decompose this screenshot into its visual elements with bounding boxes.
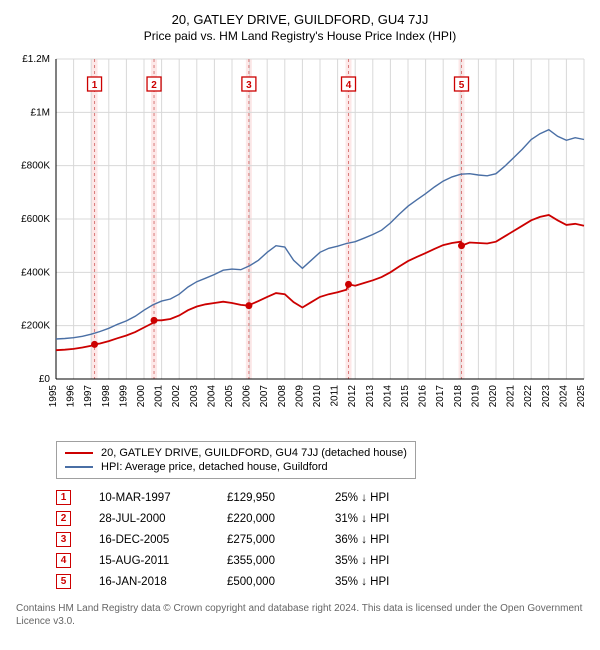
svg-text:2002: 2002: [171, 385, 182, 408]
transaction-table: 1 10-MAR-1997 £129,950 25% ↓ HPI 2 28-JUL-200…: [56, 487, 584, 592]
svg-text:2008: 2008: [277, 385, 288, 408]
legend-label-property: 20, GATLEY DRIVE, GUILDFORD, GU4 7JJ (de…: [101, 447, 407, 459]
svg-text:2013: 2013: [365, 385, 376, 408]
chart-subtitle: Price paid vs. HM Land Registry's House …: [8, 29, 592, 43]
transaction-date: 16-DEC-2005: [99, 534, 199, 546]
svg-text:2006: 2006: [242, 385, 253, 408]
svg-text:3: 3: [246, 80, 252, 91]
legend: 20, GATLEY DRIVE, GUILDFORD, GU4 7JJ (de…: [56, 441, 416, 479]
svg-text:£1M: £1M: [31, 107, 50, 118]
svg-text:2010: 2010: [312, 385, 323, 408]
svg-text:2024: 2024: [558, 385, 569, 408]
svg-text:2022: 2022: [523, 385, 534, 408]
transaction-date: 10-MAR-1997: [99, 492, 199, 504]
svg-text:£800K: £800K: [21, 161, 50, 172]
transaction-marker: 2: [56, 511, 71, 526]
svg-text:2020: 2020: [488, 385, 499, 408]
svg-text:1997: 1997: [83, 385, 94, 408]
svg-text:£200K: £200K: [21, 321, 50, 332]
svg-text:2015: 2015: [400, 385, 411, 408]
svg-text:2005: 2005: [224, 385, 235, 408]
svg-text:4: 4: [346, 80, 352, 91]
svg-text:2007: 2007: [259, 385, 270, 408]
transaction-diff: 31% ↓ HPI: [335, 513, 415, 525]
transaction-row: 3 16-DEC-2005 £275,000 36% ↓ HPI: [56, 529, 584, 550]
transaction-date: 15-AUG-2011: [99, 555, 199, 567]
price-chart: £0 £200K £400K £600K £800K £1M £1.2M 1995 1996 19…: [8, 51, 592, 431]
transaction-price: £275,000: [227, 534, 307, 546]
legend-label-hpi: HPI: Average price, detached house, Guil…: [101, 461, 328, 473]
svg-text:2019: 2019: [470, 385, 481, 408]
svg-text:2025: 2025: [576, 385, 587, 408]
svg-text:2023: 2023: [541, 385, 552, 408]
legend-swatch-hpi: [65, 466, 93, 468]
svg-text:2001: 2001: [154, 385, 165, 408]
svg-text:2003: 2003: [189, 385, 200, 408]
svg-text:2012: 2012: [347, 385, 358, 408]
svg-text:2: 2: [151, 80, 157, 91]
transaction-price: £355,000: [227, 555, 307, 567]
transaction-price: £129,950: [227, 492, 307, 504]
transaction-marker: 1: [56, 490, 71, 505]
transaction-date: 16-JAN-2018: [99, 576, 199, 588]
legend-item-hpi: HPI: Average price, detached house, Guil…: [65, 460, 407, 474]
legend-item-property: 20, GATLEY DRIVE, GUILDFORD, GU4 7JJ (de…: [65, 446, 407, 460]
svg-text:2017: 2017: [435, 385, 446, 408]
transaction-diff: 25% ↓ HPI: [335, 492, 415, 504]
transaction-row: 2 28-JUL-2000 £220,000 31% ↓ HPI: [56, 508, 584, 529]
svg-text:1999: 1999: [118, 385, 129, 408]
transaction-row: 1 10-MAR-1997 £129,950 25% ↓ HPI: [56, 487, 584, 508]
chart-title: 20, GATLEY DRIVE, GUILDFORD, GU4 7JJ: [8, 12, 592, 27]
transaction-marker: 5: [56, 574, 71, 589]
legend-swatch-property: [65, 452, 93, 454]
svg-text:2018: 2018: [453, 385, 464, 408]
svg-text:1995: 1995: [48, 385, 59, 408]
svg-text:£1.2M: £1.2M: [22, 54, 50, 65]
svg-text:1998: 1998: [101, 385, 112, 408]
svg-text:2016: 2016: [418, 385, 429, 408]
transaction-marker: 4: [56, 553, 71, 568]
chart-svg: £0 £200K £400K £600K £800K £1M £1.2M 1995 1996 19…: [8, 51, 592, 431]
svg-text:2021: 2021: [506, 385, 517, 408]
transaction-row: 5 16-JAN-2018 £500,000 35% ↓ HPI: [56, 571, 584, 592]
transaction-price: £500,000: [227, 576, 307, 588]
svg-text:2004: 2004: [206, 385, 217, 408]
svg-text:1996: 1996: [66, 385, 77, 408]
transaction-diff: 35% ↓ HPI: [335, 576, 415, 588]
svg-text:1: 1: [92, 80, 98, 91]
transaction-row: 4 15-AUG-2011 £355,000 35% ↓ HPI: [56, 550, 584, 571]
svg-text:2000: 2000: [136, 385, 147, 408]
transaction-diff: 35% ↓ HPI: [335, 555, 415, 567]
svg-text:£0: £0: [39, 374, 51, 385]
transaction-price: £220,000: [227, 513, 307, 525]
svg-text:2014: 2014: [382, 385, 393, 408]
svg-text:£400K: £400K: [21, 267, 50, 278]
svg-text:5: 5: [459, 80, 465, 91]
svg-text:£600K: £600K: [21, 214, 50, 225]
svg-text:2009: 2009: [294, 385, 305, 408]
transaction-date: 28-JUL-2000: [99, 513, 199, 525]
transaction-marker: 3: [56, 532, 71, 547]
transaction-diff: 36% ↓ HPI: [335, 534, 415, 546]
footnote: Contains HM Land Registry data © Crown c…: [16, 602, 584, 628]
svg-text:2011: 2011: [330, 385, 341, 407]
